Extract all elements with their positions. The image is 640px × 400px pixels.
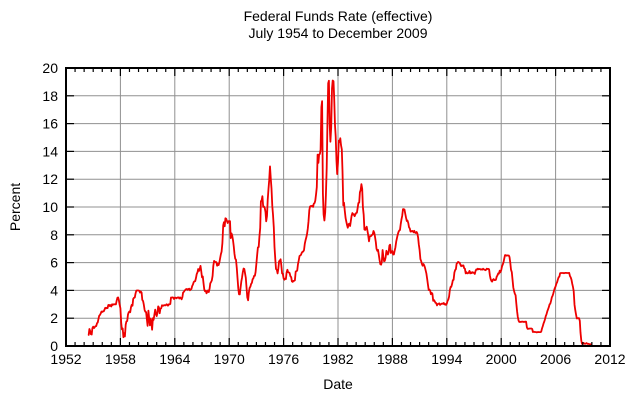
svg-text:0: 0 xyxy=(50,338,58,354)
svg-text:6: 6 xyxy=(50,255,58,271)
y-tick-labels: 0 2 4 6 8 10 12 14 16 18 20 xyxy=(42,60,58,354)
x-axis-label: Date xyxy=(323,376,353,392)
svg-text:16: 16 xyxy=(42,116,58,132)
svg-text:18: 18 xyxy=(42,88,58,104)
svg-text:2012: 2012 xyxy=(594,351,625,367)
axis-ticks xyxy=(66,68,610,346)
svg-text:8: 8 xyxy=(50,227,58,243)
chart-subtitle: July 1954 to December 2009 xyxy=(248,25,428,41)
svg-text:1982: 1982 xyxy=(322,351,353,367)
svg-text:2: 2 xyxy=(50,310,58,326)
svg-text:2006: 2006 xyxy=(540,351,571,367)
svg-text:1970: 1970 xyxy=(214,351,245,367)
svg-text:14: 14 xyxy=(42,143,58,159)
svg-text:10: 10 xyxy=(42,199,58,215)
svg-text:4: 4 xyxy=(50,282,58,298)
svg-text:1964: 1964 xyxy=(159,351,190,367)
chart-title: Federal Funds Rate (effective) xyxy=(243,8,433,24)
svg-text:1994: 1994 xyxy=(431,351,462,367)
svg-text:1988: 1988 xyxy=(377,351,408,367)
svg-text:1958: 1958 xyxy=(105,351,136,367)
gridlines xyxy=(66,68,610,346)
chart-title-block: Federal Funds Rate (effective) July 1954… xyxy=(66,8,610,42)
svg-text:1952: 1952 xyxy=(50,351,81,367)
x-tick-labels: 1952 1958 1964 1970 1976 1982 1988 1994 2000 2006… xyxy=(50,351,625,367)
svg-text:2000: 2000 xyxy=(486,351,517,367)
svg-text:20: 20 xyxy=(42,60,58,76)
svg-text:12: 12 xyxy=(42,171,58,187)
rate-line-series xyxy=(87,79,592,346)
svg-text:1976: 1976 xyxy=(268,351,299,367)
